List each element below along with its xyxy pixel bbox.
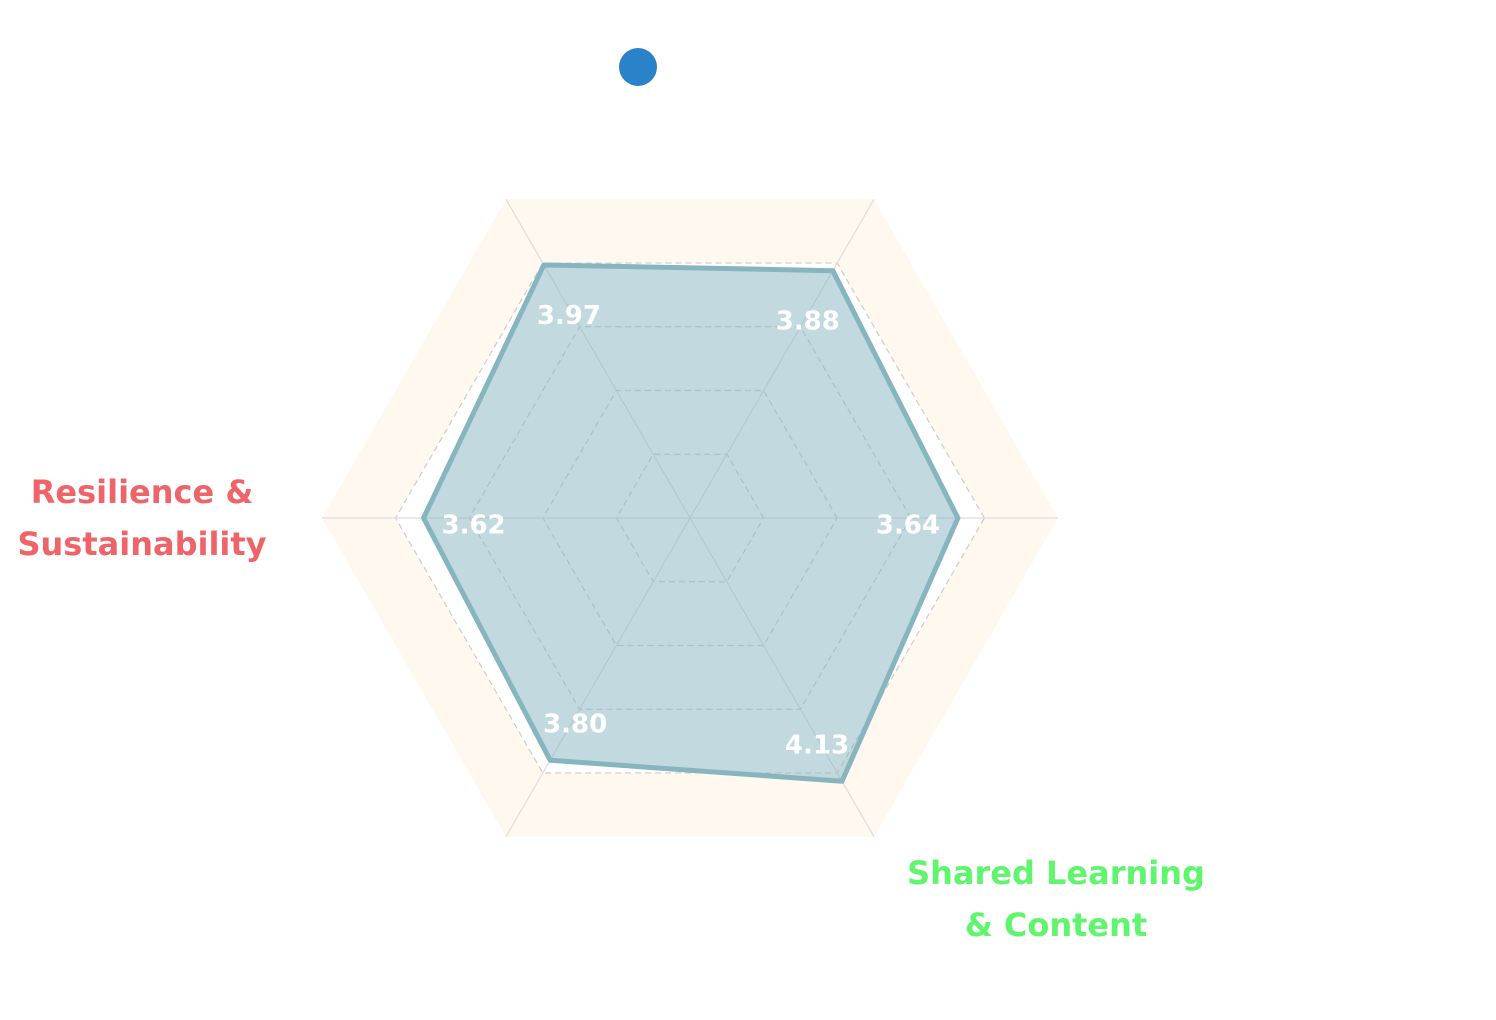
legend-marker — [619, 48, 657, 86]
value-label: 3.97 — [537, 301, 601, 331]
axis-label: Resilience & Sustainability — [17, 473, 267, 563]
axis-label: Shared Learning & Content — [907, 853, 1205, 944]
value-label: 4.13 — [785, 730, 849, 760]
value-label: 3.80 — [543, 709, 607, 739]
value-label: 3.64 — [876, 511, 940, 541]
radar-area — [421, 262, 961, 784]
value-label: 3.62 — [441, 511, 505, 541]
value-label: 3.88 — [776, 306, 840, 336]
